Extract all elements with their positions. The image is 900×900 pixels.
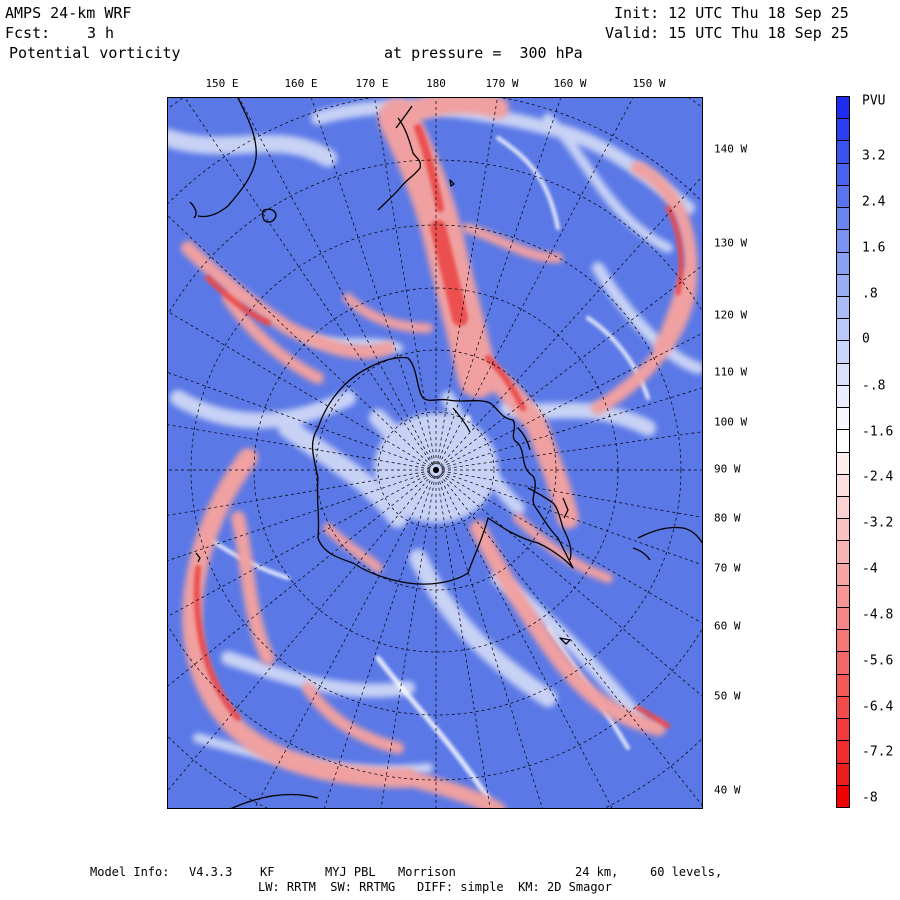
lon-label-120w: 120 W [714, 308, 748, 322]
colorbar-swatch [837, 496, 849, 520]
colorbar-swatch [837, 185, 849, 209]
lon-label-100w: 100 W [714, 415, 748, 429]
colorbar-tick-label: -1.6 [862, 424, 894, 440]
colorbar-tick-label: -5.6 [862, 653, 894, 669]
colorbar-swatch [837, 563, 849, 586]
colorbar-swatch [837, 119, 849, 142]
colorbar-unit-label: PVU [862, 93, 886, 109]
map-panel [167, 97, 703, 809]
colorbar-tick-label: -7.2 [862, 744, 894, 760]
colorbar-swatch [837, 385, 849, 409]
cumulus-scheme: KF [260, 865, 275, 879]
model-info-label: Model Info: [90, 865, 170, 879]
lon-label-170w: 170 W [485, 77, 519, 90]
colorbar-swatch [837, 696, 849, 720]
colorbar-swatch [837, 519, 849, 542]
lon-label-160e: 160 E [284, 77, 318, 90]
coastlines [189, 98, 702, 808]
colorbar-swatch [837, 319, 849, 342]
colorbar-tick-label: 3.2 [862, 148, 886, 164]
init-time: Init: 12 UTC Thu 18 Sep 25 [614, 4, 849, 22]
colorbar-swatch [837, 541, 849, 564]
colorbar-swatch [837, 674, 849, 697]
lon-label-180: 180 [426, 77, 446, 90]
pv-colorbar [836, 96, 850, 808]
colorbar-tick-label: -4 [862, 561, 878, 577]
colorbar-swatch [837, 341, 849, 364]
lon-label-140w: 140 W [714, 142, 748, 156]
colorbar-swatch [837, 252, 849, 275]
colorbar-tick-label: -6.4 [862, 699, 894, 715]
grid-resolution: 24 km, [575, 865, 619, 879]
colorbar-tick-label: -3.2 [862, 515, 894, 531]
colorbar-swatch [837, 363, 849, 386]
lon-label-90w: 90 W [714, 462, 741, 476]
colorbar-swatch [837, 208, 849, 231]
colorbar-tick-label: -4.8 [862, 607, 894, 623]
colorbar-swatch [837, 408, 849, 431]
valid-time: Valid: 15 UTC Thu 18 Sep 25 [605, 24, 849, 42]
colorbar-tick-label: -2.4 [862, 469, 894, 485]
new-zealand-coast [377, 105, 422, 211]
australia-coast [197, 98, 257, 218]
colorbar-swatch [837, 608, 849, 631]
model-title: AMPS 24-km WRF [5, 4, 132, 22]
vertical-levels: 60 levels, [650, 865, 723, 879]
lon-label-170e: 170 E [355, 77, 389, 90]
model-version: V4.3.3 [189, 865, 233, 879]
colorbar-tick-label: 1.6 [862, 240, 886, 256]
forecast-label: Fcst: [5, 24, 51, 42]
colorbar-tick-label: -.8 [862, 378, 886, 394]
colorbar-swatch [837, 719, 849, 742]
lon-label-130w: 130 W [714, 236, 748, 250]
colorbar-tick-label: .8 [862, 286, 878, 302]
colorbar-swatch [837, 296, 849, 320]
tasmania-coast [261, 208, 277, 223]
lon-label-60w: 60 W [714, 619, 741, 633]
lon-label-160w: 160 W [553, 77, 587, 90]
colorbar-swatch [837, 274, 849, 297]
colorbar-swatch [837, 97, 849, 120]
forecast-hour: 3 h [87, 24, 115, 42]
colorbar-swatch [837, 763, 849, 786]
lon-label-50w: 50 W [714, 689, 741, 703]
antarctic-peninsula-coast [527, 487, 572, 561]
colorbar-swatch [837, 741, 849, 764]
field-name: Potential vorticity [9, 44, 181, 62]
colorbar-swatch [837, 230, 849, 253]
lon-label-70w: 70 W [714, 561, 741, 575]
pv-red-cores [193, 124, 684, 729]
pbl-scheme: MYJ PBL [325, 865, 376, 879]
pv-map [168, 98, 702, 808]
lon-label-150e: 150 E [205, 77, 239, 90]
colorbar-tick-label: 0 [862, 331, 870, 347]
pressure-level: at pressure = 300 hPa [384, 44, 583, 62]
south-america-coast [632, 526, 702, 561]
lon-label-110w: 110 W [714, 365, 748, 379]
colorbar-swatch [837, 630, 849, 653]
colorbar-swatch [837, 585, 849, 609]
colorbar-tick-label: -8 [862, 790, 878, 806]
lon-label-150w: 150 W [632, 77, 666, 90]
colorbar-swatch [837, 785, 849, 807]
microphysics-scheme: Morrison [398, 865, 456, 879]
lon-label-80w: 80 W [714, 511, 741, 525]
colorbar-swatch [837, 474, 849, 497]
lon-label-40w: 40 W [714, 783, 741, 797]
colorbar-swatch [837, 141, 849, 164]
colorbar-tick-label: 2.4 [862, 194, 886, 210]
antarctica-coast [311, 356, 574, 585]
colorbar-swatch [837, 163, 849, 186]
colorbar-swatch [837, 452, 849, 475]
graticule [168, 98, 702, 808]
physics-info: LW: RRTM SW: RRTMG DIFF: simple KM: 2D S… [258, 880, 613, 894]
colorbar-swatch [837, 430, 849, 453]
colorbar-swatch [837, 652, 849, 675]
